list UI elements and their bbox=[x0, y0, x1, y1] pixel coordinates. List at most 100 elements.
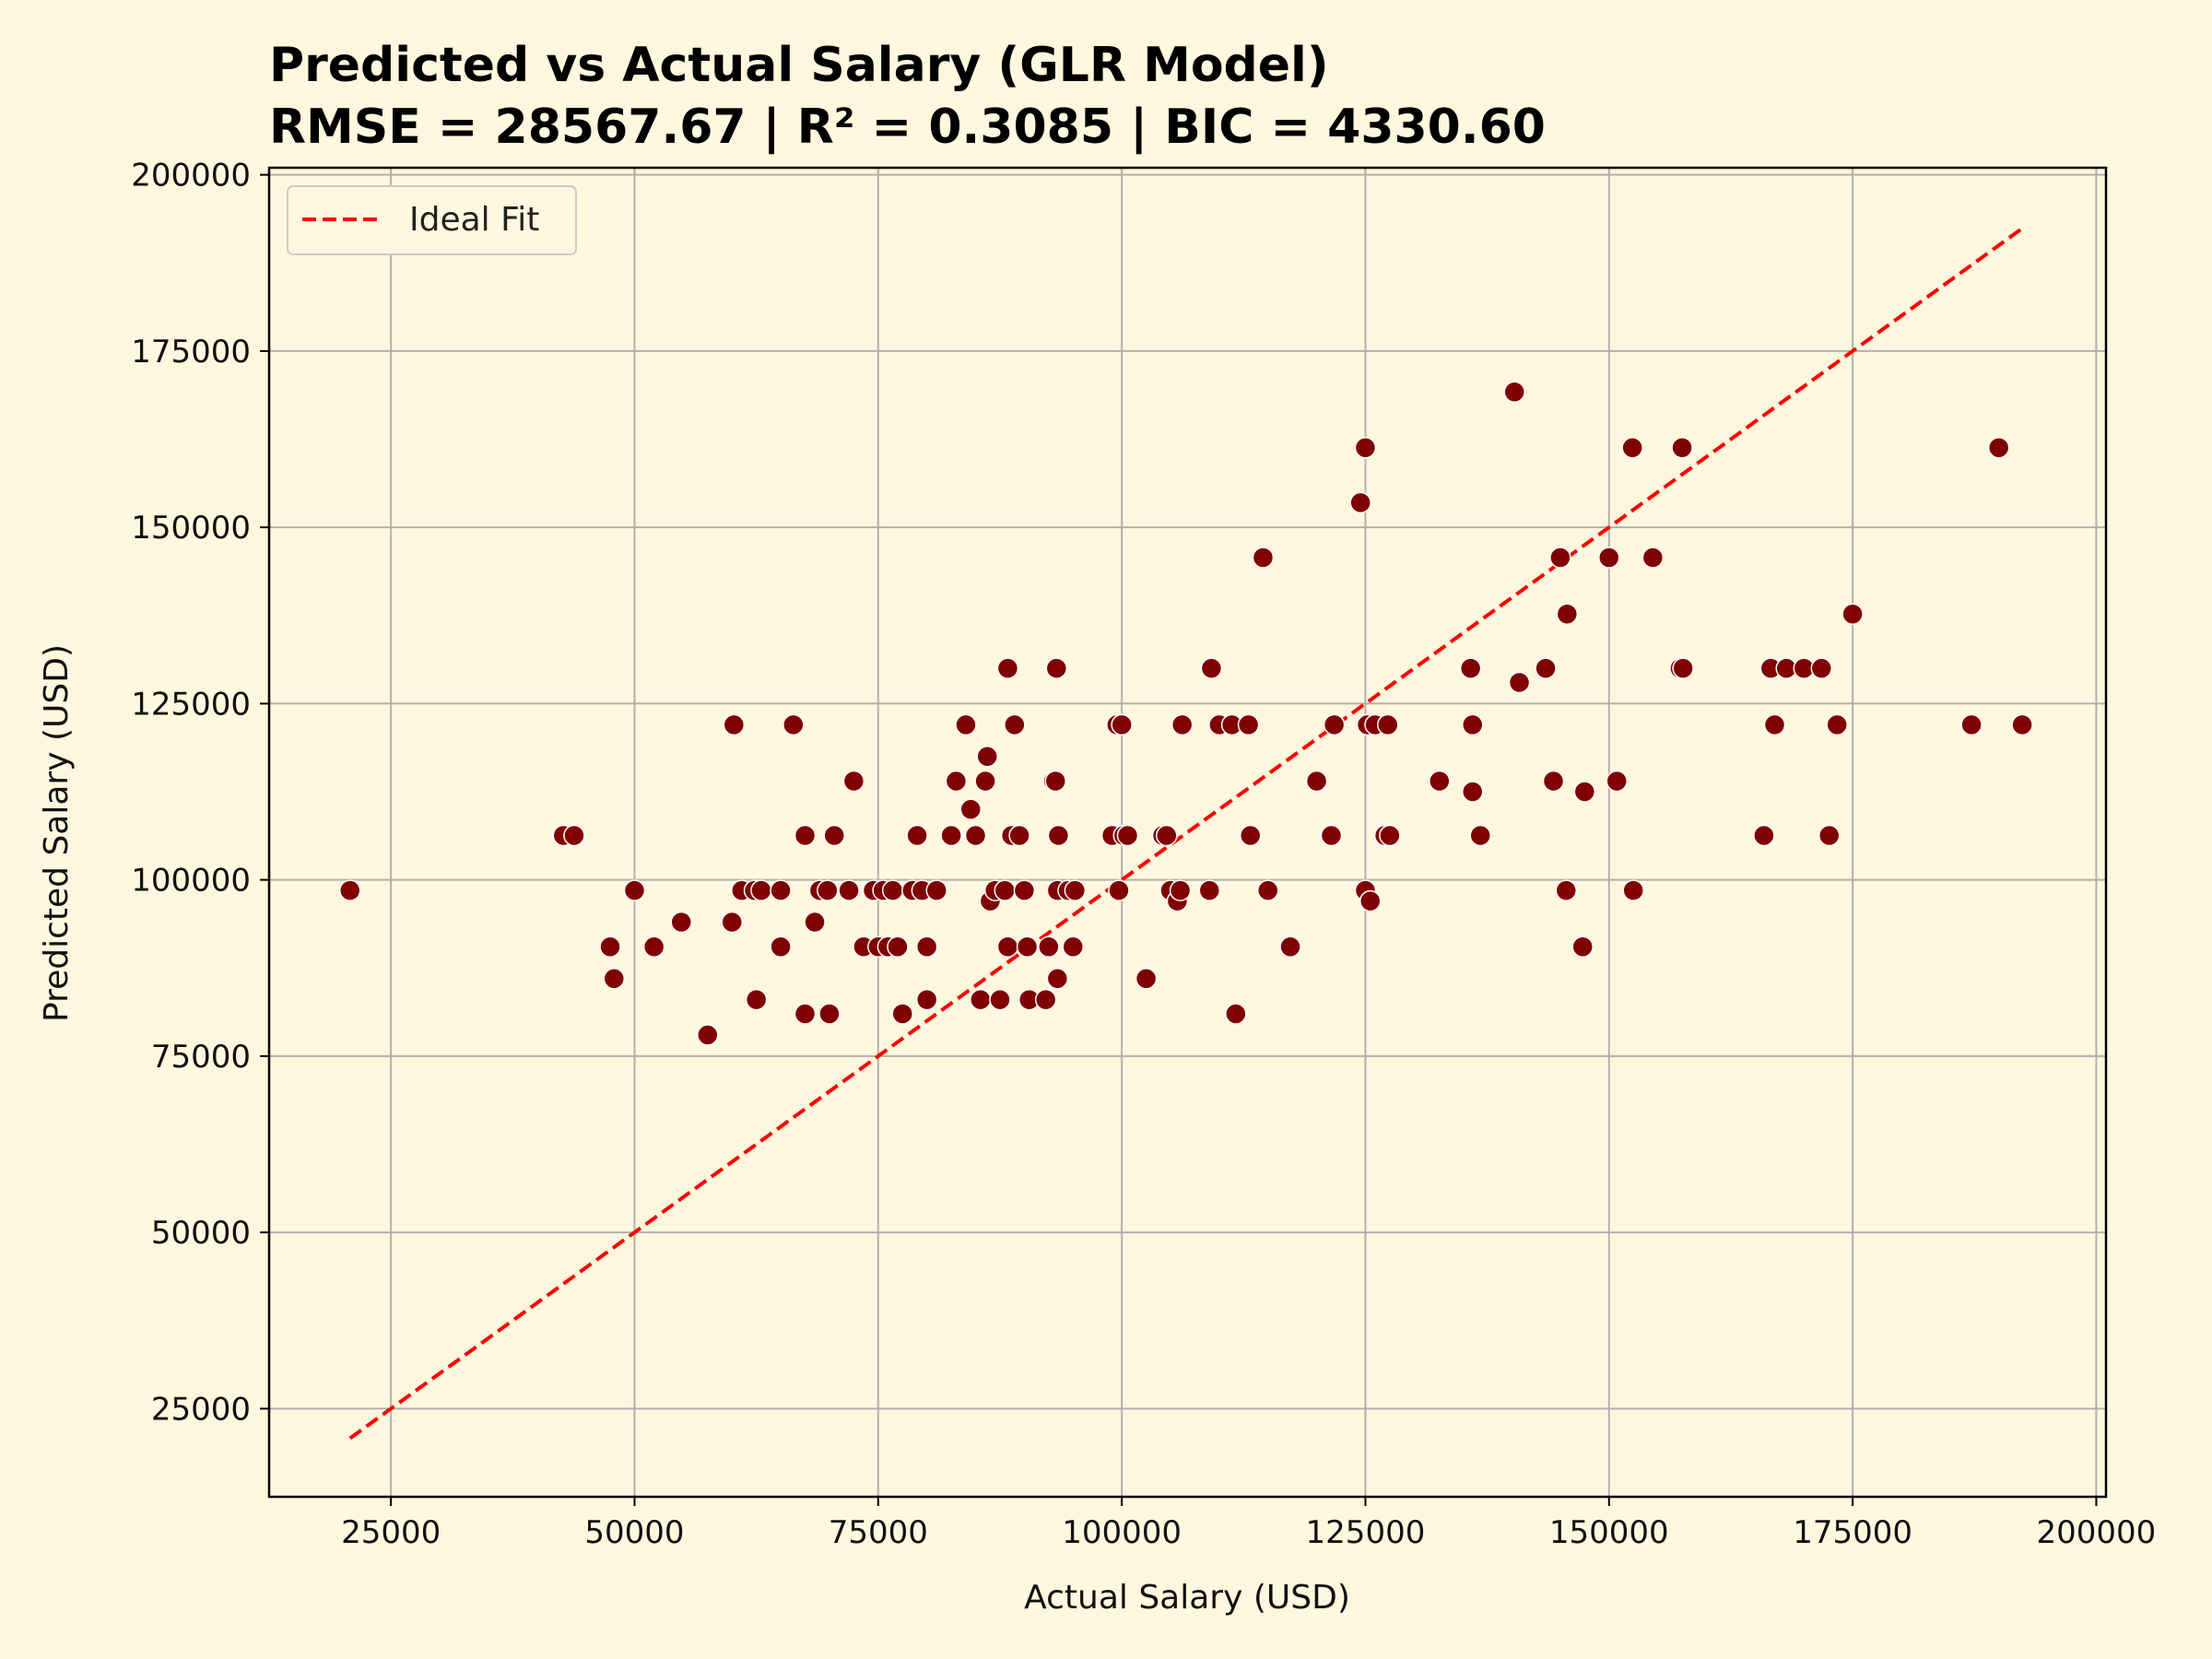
x-tick-label: 100000 bbox=[1062, 1514, 1182, 1551]
data-point bbox=[1108, 879, 1130, 901]
data-point bbox=[1116, 824, 1139, 847]
y-tick-label: 125000 bbox=[131, 686, 251, 723]
data-point bbox=[1045, 657, 1068, 679]
data-point bbox=[891, 1003, 913, 1025]
data-point bbox=[1818, 824, 1841, 847]
data-point bbox=[1841, 603, 1864, 625]
data-point bbox=[794, 824, 817, 847]
legend-ideal-fit-label: Ideal Fit bbox=[409, 201, 539, 239]
data-point bbox=[603, 967, 626, 990]
data-point bbox=[1555, 879, 1578, 901]
data-point bbox=[1320, 824, 1343, 847]
data-point bbox=[697, 1024, 719, 1046]
x-tick-label: 75000 bbox=[829, 1514, 928, 1551]
data-point bbox=[1508, 671, 1531, 694]
data-point bbox=[1598, 547, 1620, 569]
data-point bbox=[974, 770, 996, 793]
data-point bbox=[1225, 1003, 1247, 1025]
data-point bbox=[1359, 889, 1382, 912]
y-tick-label: 75000 bbox=[151, 1039, 251, 1076]
data-point bbox=[623, 879, 646, 901]
data-point bbox=[721, 911, 743, 934]
data-point bbox=[996, 657, 1019, 679]
data-point bbox=[1239, 824, 1262, 847]
data-point bbox=[1111, 713, 1133, 736]
data-point bbox=[794, 1003, 817, 1025]
data-point bbox=[915, 988, 938, 1011]
data-point bbox=[1641, 547, 1665, 569]
data-point bbox=[1459, 657, 1482, 679]
data-point bbox=[2011, 713, 2033, 736]
data-point bbox=[906, 824, 928, 847]
data-point bbox=[1038, 935, 1060, 959]
data-point bbox=[1349, 491, 1371, 514]
data-point bbox=[1987, 436, 2010, 459]
grid bbox=[269, 168, 2106, 1497]
data-point bbox=[842, 770, 865, 793]
data-point bbox=[1046, 967, 1069, 990]
x-tick-label: 150000 bbox=[1549, 1514, 1669, 1551]
data-point bbox=[770, 935, 792, 959]
y-axis-label: Predicted Salary (USD) bbox=[38, 644, 76, 1022]
x-tick-label: 125000 bbox=[1306, 1514, 1426, 1551]
data-point bbox=[339, 879, 361, 901]
y-tick-label: 175000 bbox=[131, 334, 251, 371]
data-point bbox=[1256, 879, 1279, 901]
data-point bbox=[1535, 657, 1557, 679]
data-point bbox=[804, 911, 826, 934]
x-axis-label: Actual Salary (USD) bbox=[1024, 1579, 1350, 1617]
axis-ticks: 25000 50000 75000 100000 125000 150000 175000 2… bbox=[131, 158, 2156, 1551]
data-point bbox=[670, 911, 692, 934]
data-point bbox=[925, 879, 947, 901]
data-point bbox=[1672, 657, 1694, 679]
data-point bbox=[887, 935, 909, 959]
data-point bbox=[945, 770, 968, 793]
data-point bbox=[1034, 988, 1057, 1011]
y-tick-label: 100000 bbox=[131, 863, 251, 900]
data-point bbox=[1237, 713, 1260, 736]
data-point bbox=[1462, 713, 1484, 736]
data-point bbox=[1377, 713, 1399, 736]
data-point bbox=[1671, 436, 1693, 459]
y-tick-label: 200000 bbox=[131, 158, 251, 194]
data-point bbox=[1305, 770, 1328, 793]
data-point bbox=[1462, 781, 1484, 803]
data-point bbox=[1047, 824, 1070, 847]
plot-frame bbox=[267, 166, 2108, 1499]
data-point bbox=[770, 879, 792, 901]
data-point bbox=[1064, 879, 1087, 901]
y-tick-label: 25000 bbox=[151, 1391, 251, 1428]
data-point bbox=[1622, 879, 1644, 901]
data-point bbox=[1571, 935, 1594, 959]
data-point bbox=[1013, 879, 1036, 901]
y-tick-label: 50000 bbox=[151, 1215, 251, 1252]
data-point bbox=[881, 879, 904, 901]
data-point bbox=[1379, 824, 1401, 847]
data-point bbox=[642, 935, 665, 959]
data-point bbox=[599, 935, 621, 959]
data-point bbox=[1960, 713, 1983, 736]
data-point bbox=[964, 824, 987, 847]
legend-box bbox=[287, 185, 577, 255]
data-point bbox=[915, 935, 938, 959]
x-tick-label: 175000 bbox=[1793, 1514, 1912, 1551]
data-point bbox=[1062, 935, 1085, 959]
data-point bbox=[1323, 713, 1346, 736]
data-point bbox=[1169, 879, 1192, 901]
data-point bbox=[1556, 603, 1579, 625]
chart-title: Predicted vs Actual Salary (GLR Model) bbox=[269, 38, 1329, 93]
data-point bbox=[823, 824, 845, 847]
data-point bbox=[1135, 967, 1158, 990]
data-point bbox=[1429, 770, 1451, 793]
data-point bbox=[1200, 657, 1223, 679]
y-tick-label: 150000 bbox=[131, 510, 251, 547]
data-point bbox=[1826, 713, 1848, 736]
data-point bbox=[955, 713, 977, 736]
data-point bbox=[1008, 824, 1030, 847]
data-point bbox=[563, 824, 585, 847]
data-point bbox=[1044, 770, 1066, 793]
x-tick-label: 25000 bbox=[341, 1514, 441, 1551]
data-point bbox=[1753, 824, 1775, 847]
data-point bbox=[838, 879, 860, 901]
